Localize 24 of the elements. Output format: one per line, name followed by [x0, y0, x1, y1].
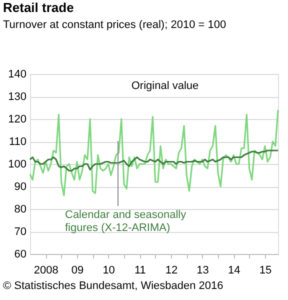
text: Calendar and seasonally figures (X-12-ARIMA) [65, 209, 187, 234]
x-tick-label: 12 [165, 264, 178, 276]
chart-title: Retail trade [3, 0, 74, 15]
y-tick-label: 90 [14, 181, 26, 193]
line-series [29, 109, 279, 196]
text: Original value [131, 80, 199, 92]
x-tick-label: 09 [71, 264, 84, 276]
x-tick-label: 10 [102, 264, 115, 276]
y-tick-label: 70 [14, 226, 26, 238]
y-tick-label: 140 [8, 68, 26, 80]
x-tick-label: 14 [228, 264, 240, 276]
text: © Statistisches Bundesamt, Wiesbaden 2016 [3, 280, 224, 292]
x-tick-label: 11 [134, 264, 146, 276]
x-tick-label: 13 [196, 264, 209, 276]
y-tick-label: 130 [8, 91, 26, 103]
chart-subtitle: Turnover at constant prices (real); 2010 = 100 [3, 19, 226, 31]
y-tick-label: 100 [8, 158, 26, 170]
line-series [29, 150, 279, 172]
x-tick-label: 15 [259, 264, 272, 276]
x-tick-label: 2008 [34, 264, 58, 276]
y-tick-label: 120 [8, 114, 26, 126]
y-tick-label: 60 [14, 248, 26, 260]
y-tick-label: 110 [8, 136, 26, 148]
y-tick-label: 80 [14, 204, 26, 216]
